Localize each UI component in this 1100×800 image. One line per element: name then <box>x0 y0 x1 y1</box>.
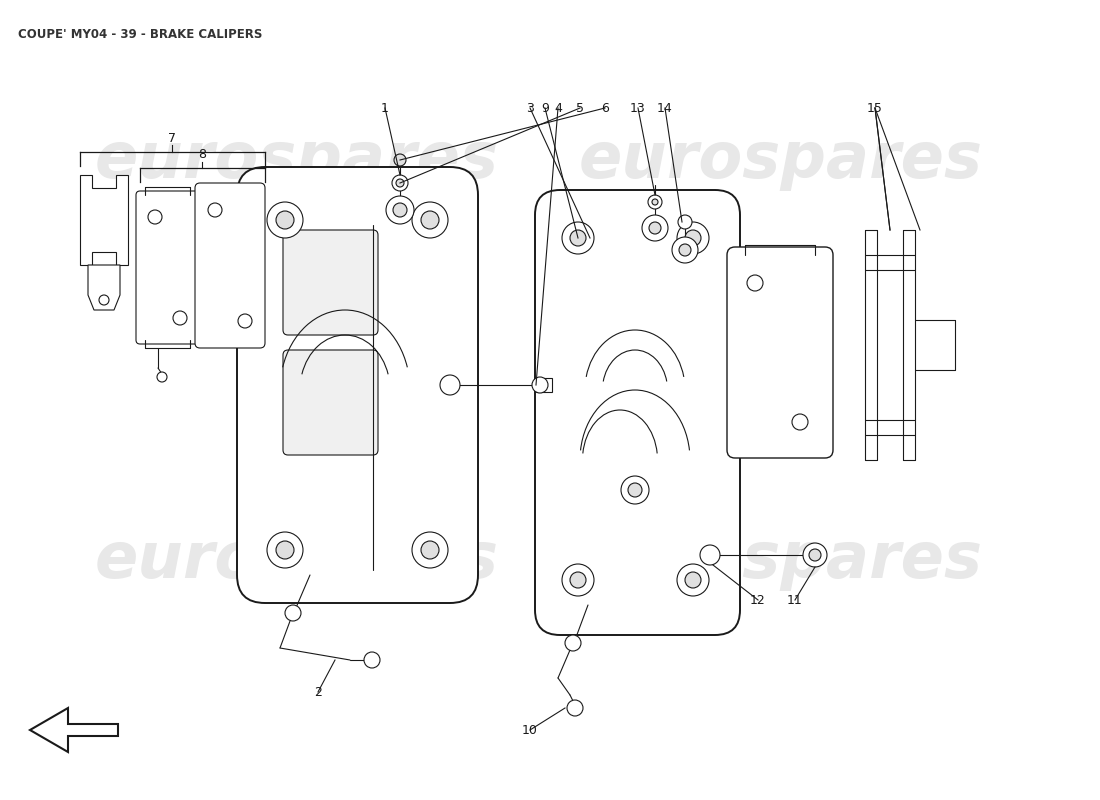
Circle shape <box>679 244 691 256</box>
Text: 13: 13 <box>630 102 646 114</box>
Circle shape <box>157 372 167 382</box>
Circle shape <box>394 154 406 166</box>
Circle shape <box>652 199 658 205</box>
Text: 14: 14 <box>657 102 673 114</box>
Circle shape <box>386 196 414 224</box>
FancyBboxPatch shape <box>283 230 378 335</box>
Circle shape <box>621 476 649 504</box>
Text: eurospares: eurospares <box>579 529 983 591</box>
Text: 2: 2 <box>315 686 322 698</box>
Circle shape <box>392 175 408 191</box>
FancyBboxPatch shape <box>136 191 199 344</box>
Circle shape <box>148 210 162 224</box>
Circle shape <box>648 195 662 209</box>
Circle shape <box>678 215 692 229</box>
Text: 12: 12 <box>750 594 766 606</box>
Text: COUPE' MY04 - 39 - BRAKE CALIPERS: COUPE' MY04 - 39 - BRAKE CALIPERS <box>18 28 263 41</box>
Text: 9: 9 <box>541 102 549 114</box>
Text: 1: 1 <box>381 102 389 114</box>
Text: 5: 5 <box>576 102 584 114</box>
Text: 8: 8 <box>198 149 206 162</box>
Circle shape <box>808 549 821 561</box>
Circle shape <box>672 237 698 263</box>
Circle shape <box>565 635 581 651</box>
Circle shape <box>267 532 303 568</box>
Circle shape <box>792 414 808 430</box>
Circle shape <box>421 541 439 559</box>
Circle shape <box>676 564 710 596</box>
Text: 10: 10 <box>522 723 538 737</box>
Text: 6: 6 <box>601 102 609 114</box>
Circle shape <box>566 700 583 716</box>
Circle shape <box>285 605 301 621</box>
Text: eurospares: eurospares <box>95 129 499 191</box>
Circle shape <box>562 222 594 254</box>
Circle shape <box>685 572 701 588</box>
Polygon shape <box>80 175 128 265</box>
Circle shape <box>532 377 548 393</box>
Circle shape <box>267 202 303 238</box>
Circle shape <box>570 572 586 588</box>
FancyBboxPatch shape <box>195 183 265 348</box>
Circle shape <box>173 311 187 325</box>
Circle shape <box>393 203 407 217</box>
Circle shape <box>412 202 448 238</box>
Circle shape <box>649 222 661 234</box>
Circle shape <box>642 215 668 241</box>
Circle shape <box>421 211 439 229</box>
Polygon shape <box>88 265 120 310</box>
Polygon shape <box>536 378 552 392</box>
Circle shape <box>440 375 460 395</box>
FancyBboxPatch shape <box>236 167 478 603</box>
Circle shape <box>676 222 710 254</box>
Circle shape <box>238 314 252 328</box>
Text: 3: 3 <box>526 102 534 114</box>
Circle shape <box>628 483 642 497</box>
Circle shape <box>396 179 404 187</box>
Circle shape <box>747 275 763 291</box>
Circle shape <box>685 230 701 246</box>
Text: eurospares: eurospares <box>579 129 983 191</box>
Circle shape <box>276 541 294 559</box>
Circle shape <box>208 203 222 217</box>
Polygon shape <box>30 708 118 752</box>
Circle shape <box>99 295 109 305</box>
Circle shape <box>412 532 448 568</box>
Circle shape <box>570 230 586 246</box>
Circle shape <box>562 564 594 596</box>
Circle shape <box>364 652 380 668</box>
Text: 7: 7 <box>168 131 176 145</box>
Text: 11: 11 <box>788 594 803 606</box>
Text: eurospares: eurospares <box>95 529 499 591</box>
FancyBboxPatch shape <box>283 350 378 455</box>
FancyBboxPatch shape <box>727 247 833 458</box>
Text: 15: 15 <box>867 102 883 114</box>
Circle shape <box>276 211 294 229</box>
Text: 4: 4 <box>554 102 562 114</box>
Circle shape <box>803 543 827 567</box>
FancyBboxPatch shape <box>535 190 740 635</box>
Circle shape <box>700 545 720 565</box>
